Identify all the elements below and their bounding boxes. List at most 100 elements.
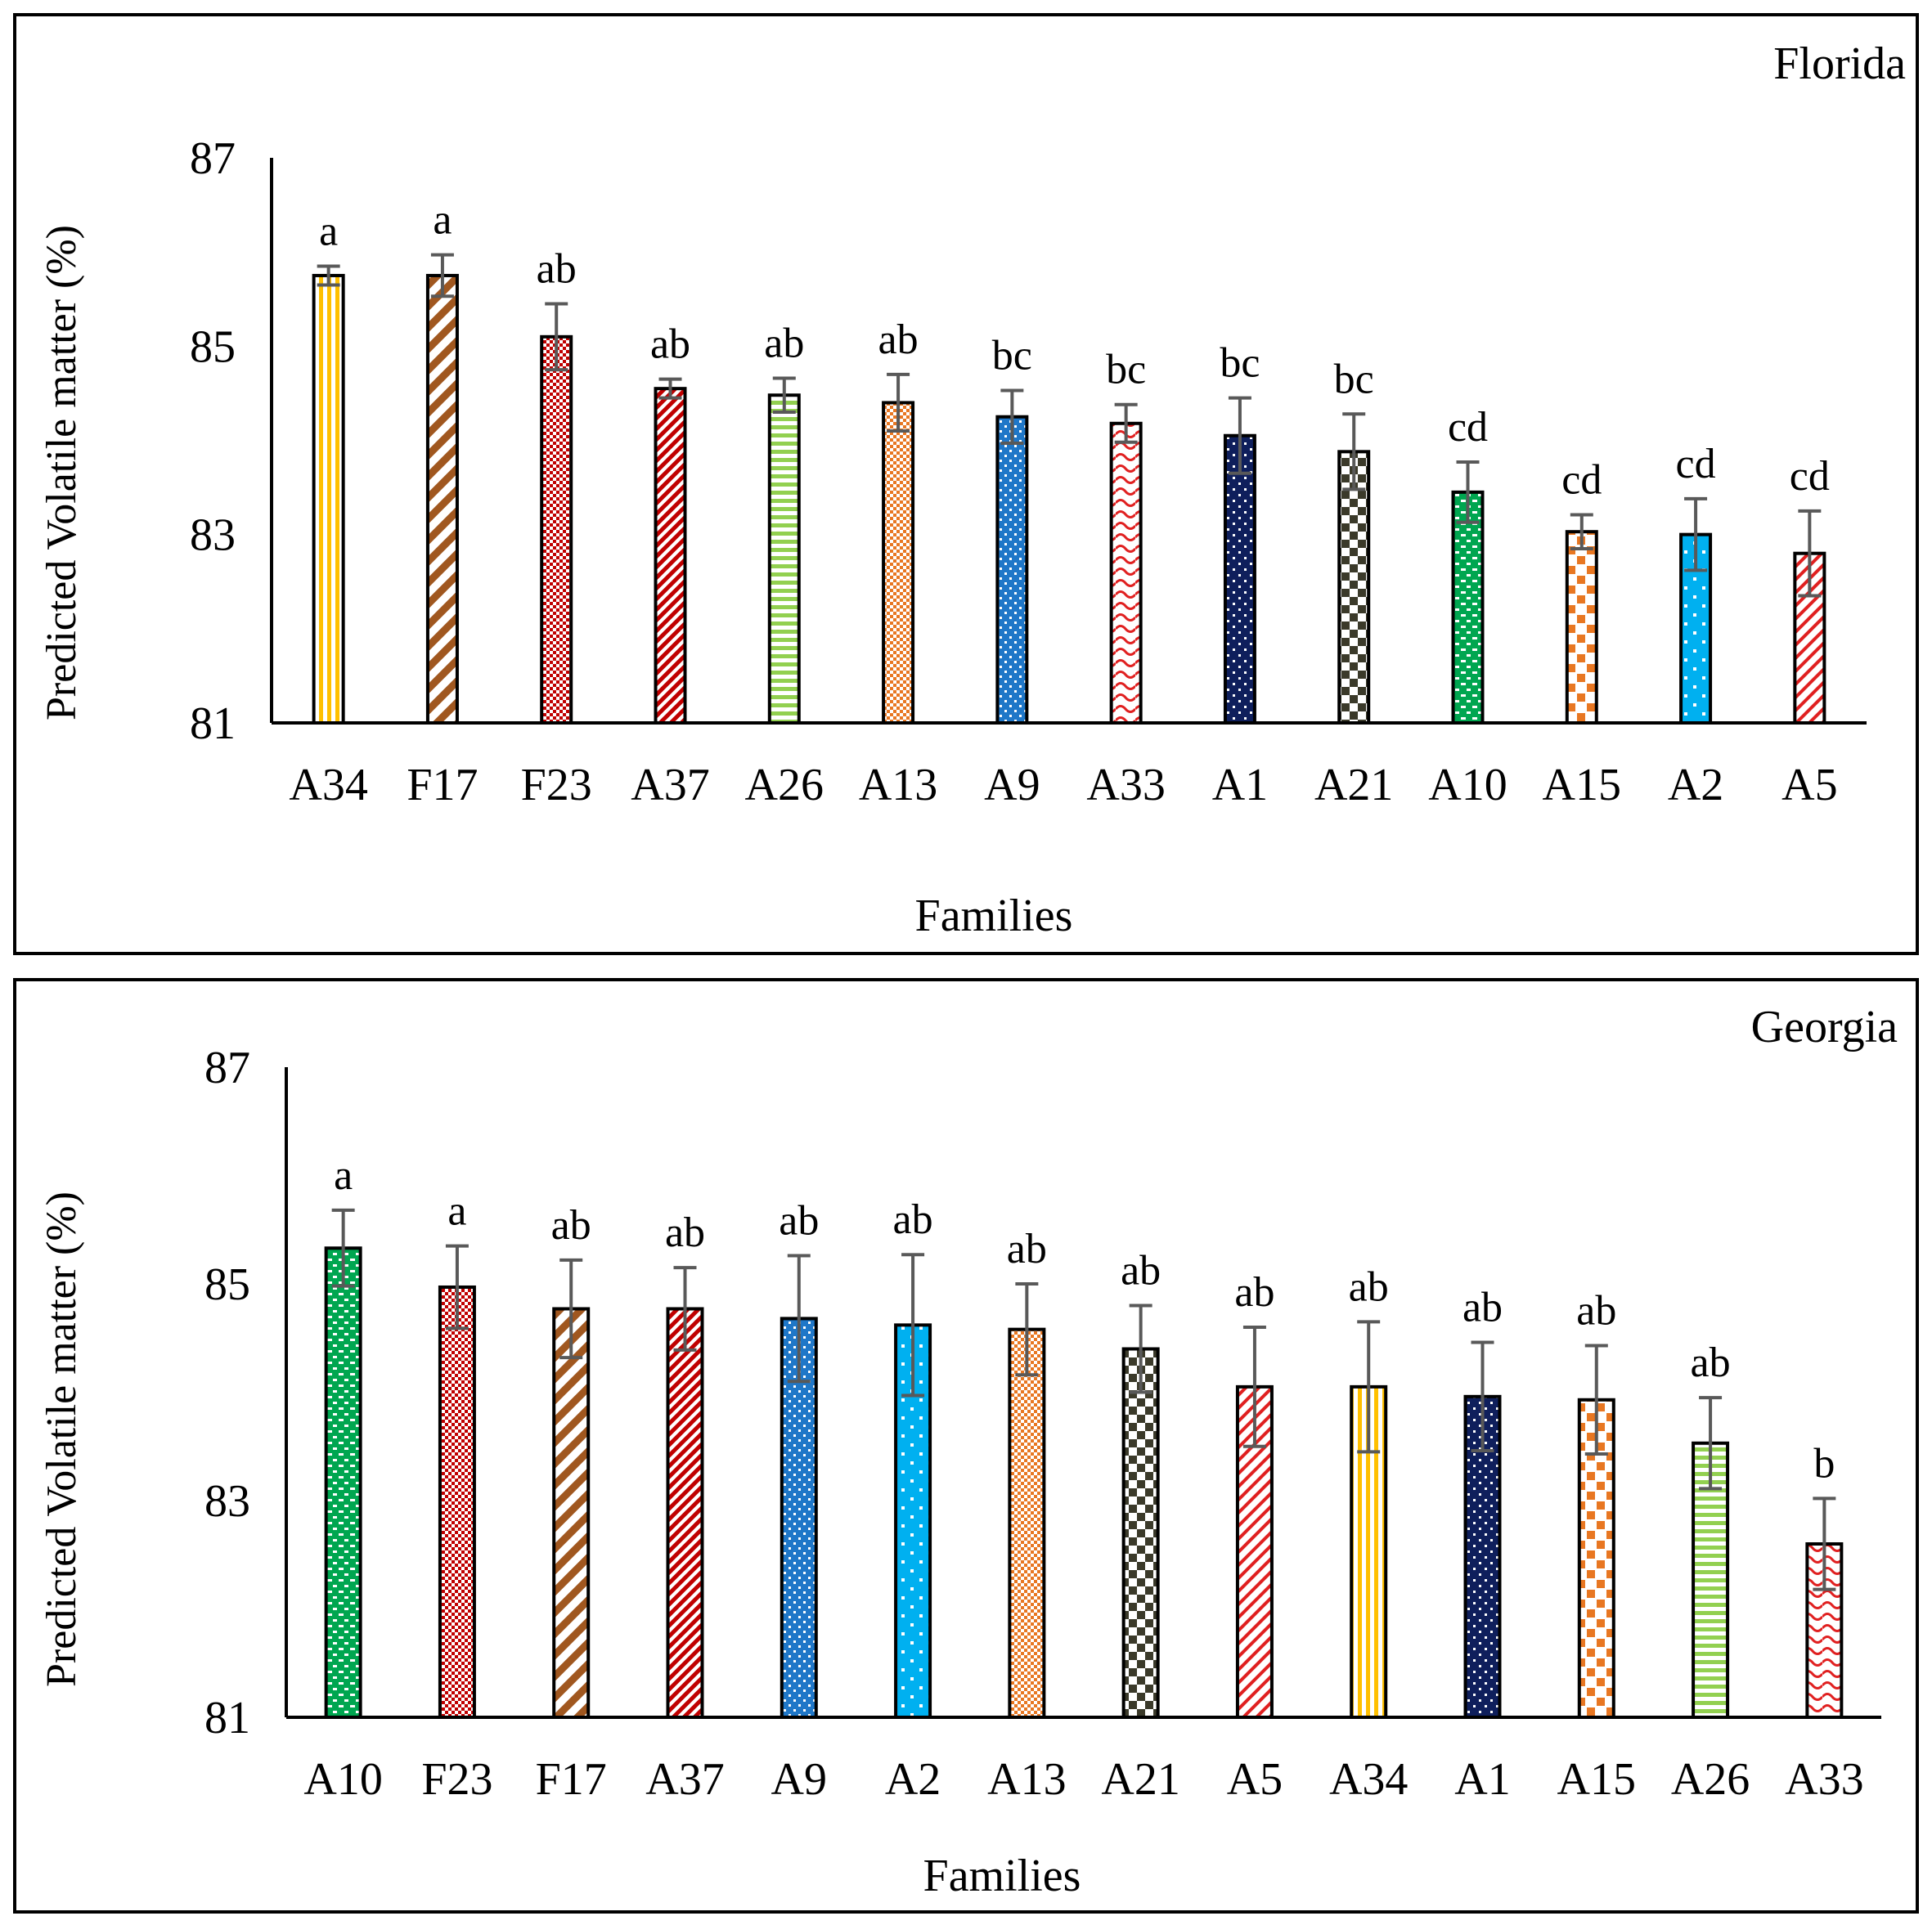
bar — [1565, 530, 1598, 725]
bar — [438, 1285, 476, 1720]
bar — [1337, 450, 1371, 725]
significance-letter: ab — [650, 321, 690, 368]
significance-letter: ab — [551, 1202, 591, 1249]
axes: 81 83 85 87 — [190, 133, 1867, 749]
significance-letter: ab — [779, 1198, 819, 1245]
bar — [1109, 421, 1143, 725]
x-tick-label: A34 — [289, 760, 367, 810]
bar-group: ab F17 — [536, 1202, 607, 1805]
x-tick-label: A26 — [745, 760, 824, 810]
bar-group: ab A26 — [1671, 1339, 1750, 1805]
x-tick-label: A33 — [1785, 1754, 1863, 1805]
bar-group: ab A13 — [987, 1226, 1066, 1805]
bar-group: ab A5 — [1227, 1269, 1283, 1805]
bar — [324, 1246, 362, 1719]
x-tick-label: A9 — [771, 1754, 827, 1805]
bar-group: cd A15 — [1543, 456, 1621, 810]
significance-letter: a — [447, 1188, 466, 1235]
x-tick-label: A37 — [631, 760, 709, 810]
bar-group: ab F23 — [521, 246, 592, 810]
significance-letter: ab — [1007, 1226, 1047, 1272]
bar — [882, 401, 915, 725]
significance-letter: bc — [992, 332, 1032, 379]
x-tick-label: F23 — [521, 760, 592, 810]
significance-letter: cd — [1561, 456, 1602, 503]
y-tick-label: 81 — [204, 1693, 250, 1743]
significance-letter: ab — [878, 316, 919, 363]
bar — [767, 393, 801, 725]
x-axis-label: Families — [923, 1851, 1081, 1901]
x-tick-label: A1 — [1212, 760, 1268, 810]
bar-group: a F23 — [421, 1188, 492, 1805]
significance-letter: b — [1813, 1440, 1835, 1487]
significance-letter: ab — [1462, 1285, 1503, 1331]
bar-group: a A10 — [303, 1152, 382, 1805]
bar — [995, 415, 1029, 725]
axes: 81 83 85 87 — [204, 1043, 1881, 1743]
x-tick-label: A1 — [1454, 1754, 1510, 1805]
x-tick-label: A2 — [1668, 760, 1723, 810]
bar — [1451, 490, 1485, 725]
significance-letter: ab — [1349, 1263, 1389, 1310]
significance-letter: cd — [1448, 404, 1488, 451]
x-tick-label: A26 — [1671, 1754, 1750, 1805]
x-axis-label: Families — [915, 891, 1073, 941]
x-tick-label: A2 — [885, 1754, 941, 1805]
bar-group: bc A33 — [1086, 347, 1165, 810]
bar-group: b A33 — [1785, 1440, 1863, 1805]
georgia-bar-chart: Georgia Predicted Volatile matter (%) Fa… — [38, 1002, 1898, 1901]
y-axis-label: Predicted Volatile matter (%) — [38, 225, 85, 720]
x-tick-label: A33 — [1086, 760, 1165, 810]
y-tick-label: 81 — [190, 698, 236, 749]
significance-letter: ab — [893, 1196, 933, 1243]
chart-title: Georgia — [1751, 1002, 1898, 1052]
y-tick-label: 87 — [204, 1043, 250, 1093]
y-tick-label: 85 — [204, 1259, 250, 1310]
x-tick-label: A13 — [987, 1754, 1066, 1805]
georgia-chart-panel: Georgia Predicted Volatile matter (%) Fa… — [13, 978, 1919, 1914]
significance-letter: a — [433, 197, 452, 244]
bar-group: cd A5 — [1781, 453, 1837, 810]
x-tick-label: F23 — [421, 1754, 492, 1805]
x-tick-label: A5 — [1227, 1754, 1283, 1805]
bar — [1223, 433, 1256, 725]
florida-chart-panel: Florida Predicted Volatile matter (%) Fa… — [13, 13, 1919, 955]
bar-group: ab A37 — [631, 321, 709, 810]
bar-group: ab A26 — [745, 320, 824, 810]
bar-group: a F17 — [407, 197, 478, 810]
x-tick-label: A10 — [1428, 760, 1507, 810]
bar-group: ab A21 — [1101, 1248, 1179, 1806]
bar — [552, 1307, 591, 1719]
bar — [1121, 1347, 1160, 1719]
y-tick-label: 85 — [190, 321, 236, 372]
bar-group: bc A9 — [984, 332, 1040, 810]
x-tick-label: A10 — [303, 1754, 382, 1805]
bar — [425, 273, 459, 725]
bar-group: ab A15 — [1557, 1288, 1636, 1805]
y-tick-label: 87 — [190, 133, 236, 184]
bar — [1008, 1327, 1046, 1719]
bar-group: ab A9 — [771, 1198, 827, 1805]
bar-group: ab A37 — [645, 1209, 724, 1805]
florida-bar-chart: Florida Predicted Volatile matter (%) Fa… — [38, 38, 1906, 941]
significance-letter: ab — [537, 246, 577, 293]
x-tick-label: A34 — [1329, 1754, 1408, 1805]
bar-group: ab A1 — [1454, 1285, 1510, 1805]
bar — [312, 273, 345, 725]
bar-group: cd A2 — [1668, 441, 1723, 810]
x-tick-label: A37 — [645, 1754, 724, 1805]
bar-group: ab A2 — [885, 1196, 941, 1805]
bar-group: a A34 — [289, 208, 367, 810]
bar-group: bc A21 — [1314, 356, 1393, 810]
significance-letter: bc — [1220, 340, 1260, 387]
significance-letter: cd — [1790, 453, 1830, 500]
bar-group: ab A13 — [859, 316, 937, 810]
x-tick-label: F17 — [407, 760, 478, 810]
y-axis-label: Predicted Volatile matter (%) — [38, 1191, 85, 1687]
significance-letter: ab — [764, 320, 804, 366]
x-tick-label: A13 — [859, 760, 937, 810]
x-tick-label: A15 — [1543, 760, 1621, 810]
significance-letter: ab — [1691, 1339, 1731, 1386]
x-tick-label: F17 — [536, 1754, 607, 1805]
significance-letter: bc — [1106, 347, 1146, 393]
